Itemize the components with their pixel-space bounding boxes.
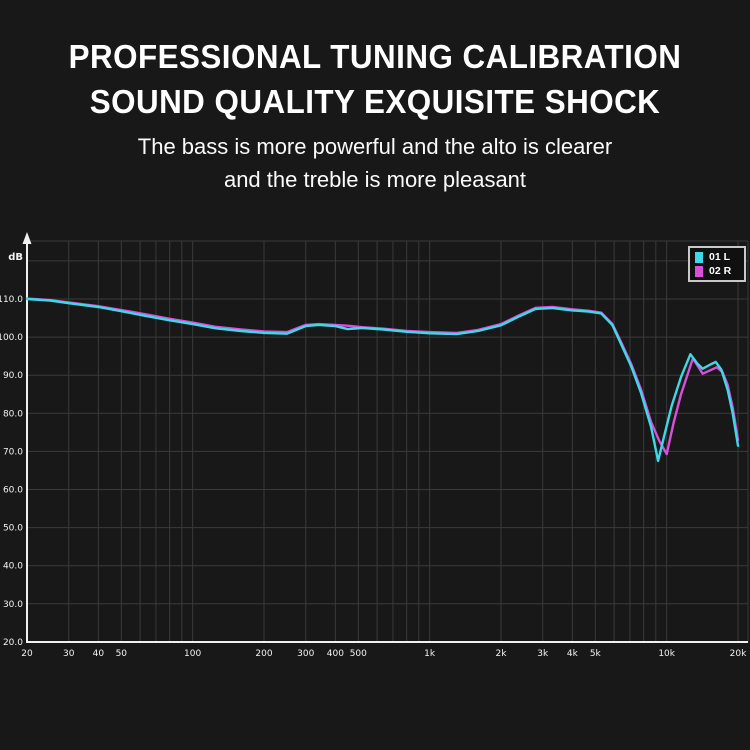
- y-tick-label: 70.0: [3, 447, 23, 457]
- frequency-response-chart: dB 110.0 100.0 90.0 80.0 70.0 60.0 50.0 40.0 30.0…: [0, 230, 750, 750]
- subtitle: The bass is more powerful and the alto i…: [0, 130, 750, 196]
- x-tick-label: 10k: [658, 649, 675, 659]
- x-tick-label: 30: [63, 649, 75, 659]
- x-tick-label: 20k: [730, 649, 747, 659]
- x-tick-label: 3k: [537, 649, 549, 659]
- x-tick-label: 300: [297, 649, 314, 659]
- y-tick-label: 80.0: [3, 409, 23, 419]
- y-tick-label: 110.0: [0, 295, 23, 305]
- legend-swatch: [695, 251, 703, 263]
- header: PROFESSIONAL TUNING CALIBRATION SOUND QU…: [0, 34, 750, 196]
- x-tick-label: 1k: [424, 649, 436, 659]
- y-axis-arrow-icon: [22, 232, 32, 244]
- subtitle-line-2: and the treble is more pleasant: [223, 167, 527, 192]
- legend-item: 01 L: [695, 250, 744, 264]
- y-tick-label: 90.0: [3, 371, 23, 381]
- subtitle-line-1: The bass is more powerful and the alto i…: [137, 134, 613, 159]
- legend-label: 02 R: [709, 265, 732, 277]
- x-tick-label: 2k: [496, 649, 508, 659]
- y-tick-label: 20.0: [3, 638, 23, 648]
- x-tick-label: 400: [327, 649, 344, 659]
- y-tick-label: 40.0: [3, 562, 23, 572]
- chart-curves: [25, 297, 740, 463]
- chart-grid: [27, 240, 749, 642]
- chart-axes: [22, 232, 748, 643]
- y-tick-label: 60.0: [3, 486, 23, 496]
- chart-legend: 01 L 02 R: [688, 246, 746, 282]
- series-01-l: [25, 297, 740, 463]
- x-tick-label: 100: [184, 649, 201, 659]
- legend-item: 02 R: [695, 264, 744, 278]
- x-tick-label: 500: [350, 649, 367, 659]
- series-02-r: [25, 297, 740, 456]
- y-tick-label: 30.0: [3, 600, 23, 610]
- y-axis-unit-label: dB: [8, 252, 23, 263]
- x-tick-label: 200: [255, 649, 272, 659]
- x-tick-label: 5k: [590, 649, 602, 659]
- x-tick-label: 4k: [567, 649, 579, 659]
- title-line-1: PROFESSIONAL TUNING CALIBRATION: [68, 38, 682, 75]
- y-tick-label: 100.0: [0, 333, 23, 343]
- x-tick-label: 50: [116, 649, 128, 659]
- y-tick-label: 50.0: [3, 524, 23, 534]
- chart-tick-labels: dB 110.0 100.0 90.0 80.0 70.0 60.0 50.0 40.0 30.0…: [0, 252, 747, 659]
- chart-canvas: dB 110.0 100.0 90.0 80.0 70.0 60.0 50.0 40.0 30.0…: [0, 232, 749, 659]
- legend-label: 01 L: [709, 251, 731, 263]
- x-tick-label: 40: [93, 649, 105, 659]
- legend-swatch: [695, 265, 703, 277]
- x-tick-label: 20: [21, 649, 33, 659]
- title-line-2: SOUND QUALITY EXQUISITE SHOCK: [89, 83, 661, 120]
